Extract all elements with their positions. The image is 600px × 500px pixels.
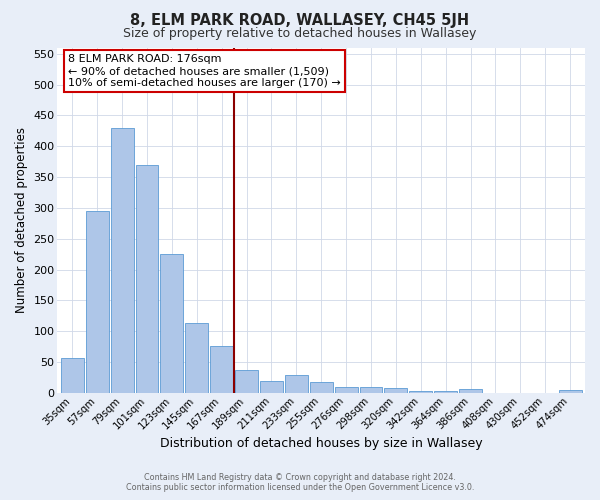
Bar bbox=[111, 128, 134, 393]
X-axis label: Distribution of detached houses by size in Wallasey: Distribution of detached houses by size … bbox=[160, 437, 482, 450]
Bar bbox=[160, 254, 184, 393]
Bar bbox=[235, 370, 258, 393]
Bar bbox=[210, 346, 233, 393]
Bar bbox=[285, 375, 308, 393]
Text: 8, ELM PARK ROAD, WALLASEY, CH45 5JH: 8, ELM PARK ROAD, WALLASEY, CH45 5JH bbox=[130, 12, 470, 28]
Bar bbox=[335, 388, 358, 393]
Bar bbox=[359, 387, 382, 393]
Bar bbox=[310, 382, 332, 393]
Bar bbox=[86, 211, 109, 393]
Bar bbox=[459, 390, 482, 393]
Bar bbox=[409, 390, 432, 393]
Bar bbox=[385, 388, 407, 393]
Bar bbox=[185, 324, 208, 393]
Text: Contains HM Land Registry data © Crown copyright and database right 2024.
Contai: Contains HM Land Registry data © Crown c… bbox=[126, 473, 474, 492]
Bar bbox=[136, 164, 158, 393]
Bar bbox=[559, 390, 581, 393]
Text: Size of property relative to detached houses in Wallasey: Size of property relative to detached ho… bbox=[124, 28, 476, 40]
Bar bbox=[260, 380, 283, 393]
Bar bbox=[434, 390, 457, 393]
Bar bbox=[61, 358, 84, 393]
Text: 8 ELM PARK ROAD: 176sqm
← 90% of detached houses are smaller (1,509)
10% of semi: 8 ELM PARK ROAD: 176sqm ← 90% of detache… bbox=[68, 54, 341, 88]
Y-axis label: Number of detached properties: Number of detached properties bbox=[15, 128, 28, 314]
